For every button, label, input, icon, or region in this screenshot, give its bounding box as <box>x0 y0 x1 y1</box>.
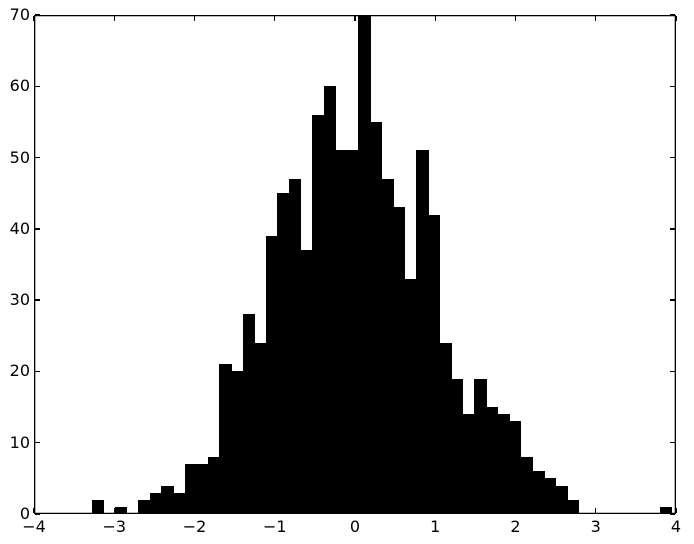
x-tick-label: 1 <box>430 517 441 536</box>
x-tick-label: −3 <box>102 517 127 536</box>
histogram-bar <box>265 236 278 514</box>
x-tick-label: −1 <box>262 517 287 536</box>
histogram-bar <box>474 378 487 514</box>
histogram-bar <box>323 86 336 514</box>
histogram-bar <box>416 150 429 514</box>
x-tick-label: 2 <box>510 517 521 536</box>
y-tick-label: 60 <box>9 76 30 96</box>
x-tick-label: 0 <box>349 517 361 536</box>
histogram-bar <box>358 15 371 514</box>
histogram-bar <box>335 150 348 514</box>
histogram-bar <box>544 478 557 514</box>
x-tick-label: −2 <box>182 517 207 536</box>
histogram-bar <box>497 414 510 514</box>
histogram-bar <box>509 421 522 514</box>
histogram-bars <box>34 15 676 514</box>
histogram-bar <box>462 414 476 514</box>
histogram-bar <box>161 485 174 514</box>
histogram-bar <box>207 456 220 514</box>
x-tick-label: −4 <box>22 517 46 536</box>
histogram-bar <box>567 499 580 514</box>
histogram-bar <box>520 456 534 514</box>
histogram-bar <box>172 492 186 514</box>
histogram-bar <box>300 250 313 514</box>
histogram-bar <box>428 214 441 514</box>
y-tick-label: 70 <box>9 5 30 24</box>
histogram-bar <box>277 193 290 514</box>
histogram-bar <box>486 407 499 514</box>
x-tick-label: 4 <box>670 517 682 536</box>
x-tick-label: 3 <box>590 517 601 536</box>
histogram-bar <box>114 506 128 514</box>
y-tick-label: 30 <box>9 290 30 310</box>
histogram-bar <box>370 121 383 514</box>
y-tick-label: 40 <box>9 218 30 238</box>
histogram-bar <box>149 492 162 514</box>
histogram-bar <box>404 278 418 514</box>
y-tick-label: 0 <box>19 504 30 523</box>
histogram-bar <box>219 364 232 514</box>
histogram-bar <box>439 342 452 514</box>
y-tick-label: 10 <box>9 432 30 452</box>
y-tick-label: 20 <box>9 361 30 381</box>
histogram-bar <box>230 371 244 514</box>
histogram-bar <box>184 464 197 514</box>
histogram-bar <box>242 314 255 514</box>
histogram-bar <box>393 207 406 514</box>
histogram-bar <box>381 178 394 514</box>
y-tick-label: 50 <box>9 147 30 167</box>
plot-area <box>33 14 677 515</box>
histogram-bar <box>288 178 302 514</box>
histogram-bar <box>659 506 673 514</box>
histogram-bar <box>555 485 568 514</box>
histogram-bar <box>254 342 267 514</box>
histogram-bar <box>196 464 209 514</box>
histogram-bar <box>312 114 325 514</box>
histogram-bar <box>91 499 104 514</box>
histogram-bar <box>451 378 464 514</box>
histogram-bar <box>532 471 545 514</box>
histogram-bar <box>346 150 360 514</box>
histogram-bar <box>138 499 151 514</box>
